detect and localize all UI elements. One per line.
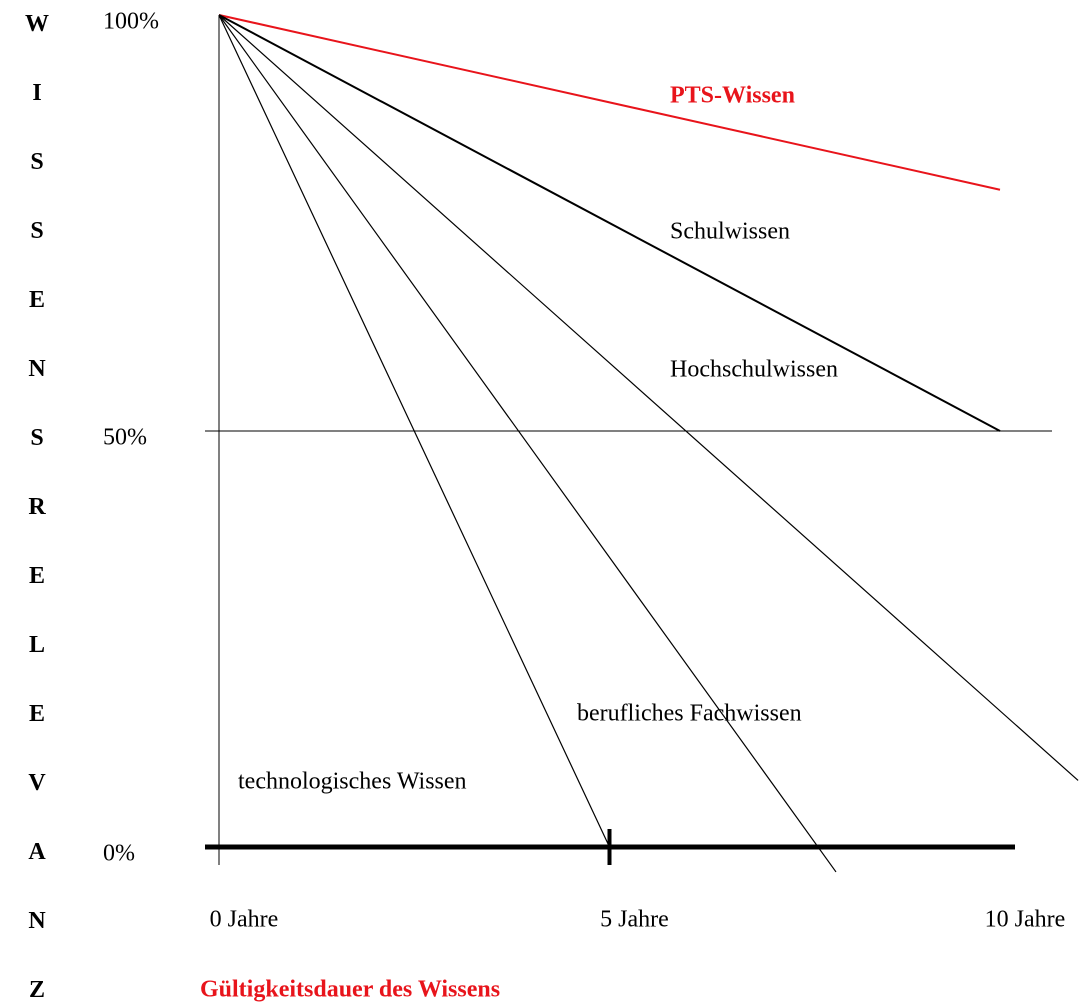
- series-line: [218, 14, 1001, 191]
- x-axis-label: Gültigkeitsdauer des Wissens: [200, 977, 500, 1003]
- series-label: berufliches Fachwissen: [577, 701, 802, 727]
- x-tick-label: 10 Jahre: [985, 907, 1066, 933]
- series-label: Schulwissen: [670, 219, 790, 245]
- series-line: [218, 14, 611, 848]
- y-tick-label: 50%: [103, 425, 147, 451]
- series-label: Hochschulwissen: [670, 357, 838, 383]
- series-label: PTS-Wissen: [670, 83, 795, 109]
- series-line: [218, 14, 1079, 781]
- x-tick-label: 5 Jahre: [600, 907, 669, 933]
- y-tick-label: 0%: [103, 841, 135, 867]
- y-tick-label: 100%: [103, 9, 159, 35]
- series-line: [218, 14, 1001, 432]
- series-label: technologisches Wissen: [238, 769, 467, 795]
- x-tick-label: 0 Jahre: [210, 907, 279, 933]
- series-line: [218, 14, 837, 873]
